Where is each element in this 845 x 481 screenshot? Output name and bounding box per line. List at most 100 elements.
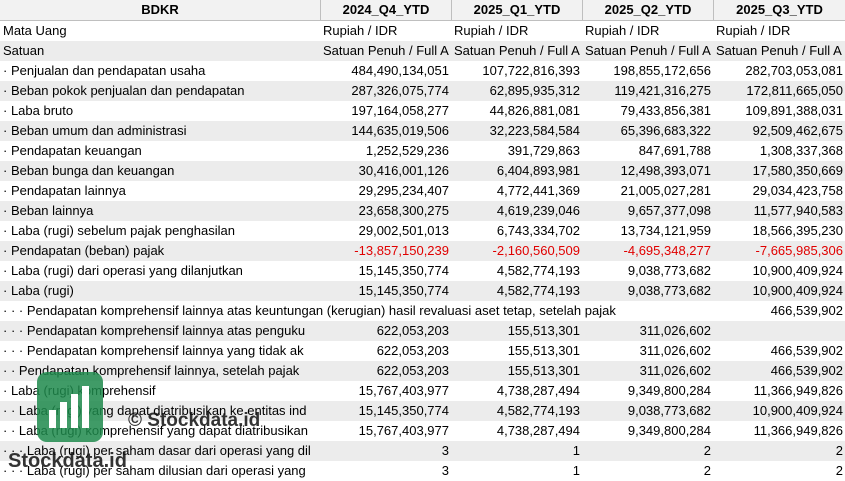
- row-value[interactable]: 4,738,287,494: [496, 423, 580, 438]
- row-value[interactable]: 3: [441, 463, 449, 478]
- header-2025-q2[interactable]: 2025_Q2_YTD: [582, 0, 713, 20]
- row-value[interactable]: 484,490,134,051: [351, 63, 449, 78]
- row-label[interactable]: Mata Uang: [3, 23, 67, 38]
- row-value[interactable]: -13,857,150,239: [354, 243, 449, 258]
- row-value[interactable]: 12,498,393,071: [620, 163, 711, 178]
- row-value[interactable]: 155,513,301: [507, 323, 580, 338]
- row-value[interactable]: 6,404,893,981: [496, 163, 580, 178]
- row-value[interactable]: 9,038,773,682: [627, 283, 711, 298]
- row-label[interactable]: · Beban bunga dan keuangan: [3, 163, 175, 178]
- row-value[interactable]: 4,738,287,494: [496, 383, 580, 398]
- row-value[interactable]: 1: [572, 443, 580, 458]
- row-value[interactable]: Satuan Penuh / Full A: [585, 43, 711, 58]
- row-label[interactable]: · · · Pendapatan komprehensif lainnya at…: [3, 323, 306, 338]
- row-value[interactable]: 4,582,774,193: [496, 283, 580, 298]
- row-value[interactable]: 4,582,774,193: [496, 263, 580, 278]
- row-value[interactable]: 44,826,881,081: [489, 103, 580, 118]
- row-value[interactable]: 3: [441, 443, 449, 458]
- row-label[interactable]: · · Laba (rugi) yang dapat diatribusikan…: [3, 403, 307, 418]
- row-value[interactable]: 622,053,203: [376, 363, 449, 378]
- row-label[interactable]: · · · Laba (rugi) per saham dilusian dar…: [3, 463, 306, 478]
- row-value[interactable]: Rupiah / IDR: [454, 23, 529, 38]
- header-ticker[interactable]: BDKR: [141, 2, 179, 17]
- row-value[interactable]: 155,513,301: [507, 343, 580, 358]
- row-label[interactable]: · Laba (rugi) dari operasi yang dilanjut…: [3, 263, 243, 278]
- row-value[interactable]: 119,421,316,275: [614, 83, 711, 98]
- row-label[interactable]: · · Pendapatan komprehensif lainnya, set…: [3, 363, 300, 378]
- row-label[interactable]: · Laba (rugi) sebelum pajak penghasilan: [3, 223, 235, 238]
- row-value[interactable]: 21,005,027,281: [620, 183, 711, 198]
- row-value[interactable]: 11,577,940,583: [753, 203, 843, 218]
- row-value[interactable]: 1,252,529,236: [365, 143, 449, 158]
- row-value[interactable]: 1,308,337,368: [759, 143, 843, 158]
- row-label[interactable]: · · · Laba (rugi) per saham dasar dari o…: [3, 443, 311, 458]
- row-value[interactable]: 282,703,053,081: [745, 63, 843, 78]
- row-label[interactable]: · Pendapatan lainnya: [3, 183, 126, 198]
- row-value[interactable]: 197,164,058,277: [351, 103, 449, 118]
- row-value[interactable]: 4,582,774,193: [496, 403, 580, 418]
- row-value[interactable]: 15,767,403,977: [358, 383, 449, 398]
- row-value[interactable]: 1: [572, 463, 580, 478]
- row-value[interactable]: 6,743,334,702: [496, 223, 580, 238]
- row-value[interactable]: 2: [835, 463, 843, 478]
- row-value[interactable]: 4,619,239,046: [496, 203, 580, 218]
- row-value[interactable]: 311,026,602: [639, 343, 711, 358]
- row-value[interactable]: 109,891,388,031: [745, 103, 843, 118]
- row-value[interactable]: Satuan Penuh / Full A: [323, 43, 449, 58]
- row-value[interactable]: 62,895,935,312: [489, 83, 580, 98]
- row-value[interactable]: 13,734,121,959: [620, 223, 711, 238]
- row-value[interactable]: 847,691,788: [638, 143, 711, 158]
- row-value[interactable]: 9,349,800,284: [627, 383, 711, 398]
- row-value[interactable]: 15,145,350,774: [358, 403, 449, 418]
- row-value[interactable]: 622,053,203: [376, 343, 449, 358]
- row-label[interactable]: · Laba (rugi): [3, 283, 74, 298]
- row-value[interactable]: 29,295,234,407: [358, 183, 449, 198]
- row-value[interactable]: 144,635,019,506: [351, 123, 449, 138]
- row-value[interactable]: 79,433,856,381: [620, 103, 711, 118]
- row-value[interactable]: 17,580,350,669: [752, 163, 843, 178]
- row-value[interactable]: 311,026,602: [639, 323, 711, 338]
- row-label[interactable]: · · · Pendapatan komprehensif lainnya at…: [3, 303, 616, 318]
- row-label[interactable]: · · Laba (rugi) komprehensif yang dapat …: [3, 423, 308, 438]
- row-value[interactable]: 155,513,301: [507, 363, 580, 378]
- row-label[interactable]: · Beban pokok penjualan dan pendapatan: [3, 83, 245, 98]
- row-value[interactable]: 9,038,773,682: [627, 403, 711, 418]
- row-value[interactable]: 10,900,409,924: [752, 283, 843, 298]
- row-value[interactable]: 622,053,203: [376, 323, 449, 338]
- header-2024-q4[interactable]: 2024_Q4_YTD: [320, 0, 451, 20]
- row-value[interactable]: 107,722,816,393: [482, 63, 580, 78]
- row-value[interactable]: Rupiah / IDR: [323, 23, 398, 38]
- row-value[interactable]: 15,145,350,774: [358, 283, 449, 298]
- row-value[interactable]: 2: [835, 443, 843, 458]
- row-value[interactable]: 30,416,001,126: [358, 163, 449, 178]
- row-value[interactable]: 10,900,409,924: [752, 263, 843, 278]
- row-value[interactable]: 198,855,172,656: [613, 63, 711, 78]
- row-value[interactable]: 18,566,395,230: [752, 223, 843, 238]
- row-value[interactable]: Satuan Penuh / Full A: [454, 43, 580, 58]
- row-value[interactable]: Rupiah / IDR: [585, 23, 660, 38]
- row-label[interactable]: · · · Pendapatan komprehensif lainnya ya…: [3, 343, 304, 358]
- header-2025-q1[interactable]: 2025_Q1_YTD: [451, 0, 582, 20]
- row-value[interactable]: 32,223,584,584: [489, 123, 580, 138]
- row-value[interactable]: 4,772,441,369: [496, 183, 580, 198]
- row-value[interactable]: 466,539,902: [770, 363, 843, 378]
- row-label[interactable]: · Beban umum dan administrasi: [3, 123, 187, 138]
- row-value[interactable]: 9,038,773,682: [627, 263, 711, 278]
- row-value[interactable]: 11,366,949,826: [753, 383, 843, 398]
- row-value[interactable]: 29,002,501,013: [358, 223, 449, 238]
- row-value[interactable]: 9,349,800,284: [627, 423, 711, 438]
- row-label[interactable]: · Pendapatan keuangan: [3, 143, 142, 158]
- row-value[interactable]: 391,729,863: [507, 143, 580, 158]
- row-label[interactable]: · Laba (rugi) komprehensif: [3, 383, 156, 398]
- row-value[interactable]: 466,539,902: [770, 343, 843, 358]
- row-value[interactable]: 29,034,423,758: [752, 183, 843, 198]
- row-value[interactable]: 9,657,377,098: [627, 203, 711, 218]
- row-value[interactable]: 10,900,409,924: [752, 403, 843, 418]
- row-value[interactable]: 287,326,075,774: [351, 83, 449, 98]
- row-label[interactable]: · Beban lainnya: [3, 203, 94, 218]
- row-value[interactable]: Satuan Penuh / Full A: [716, 43, 842, 58]
- row-label[interactable]: · Penjualan dan pendapatan usaha: [3, 63, 206, 78]
- row-value[interactable]: 466,539,902: [770, 303, 843, 318]
- row-value[interactable]: 23,658,300,275: [358, 203, 449, 218]
- row-value[interactable]: 11,366,949,826: [753, 423, 843, 438]
